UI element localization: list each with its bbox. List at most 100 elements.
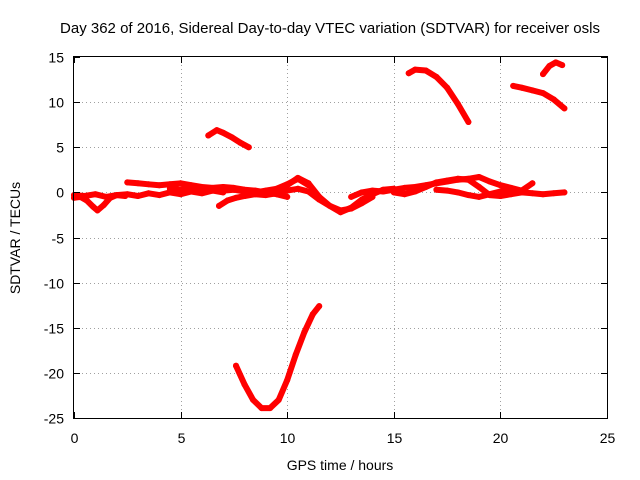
data-point xyxy=(284,193,291,200)
x-tick-label: 20 xyxy=(493,430,509,446)
data-point xyxy=(476,184,483,190)
data-point xyxy=(294,185,301,192)
data-point xyxy=(220,187,227,194)
y-tick-label: -10 xyxy=(44,276,64,292)
data-point xyxy=(550,96,557,103)
data-point xyxy=(518,84,525,91)
series-arc-evening xyxy=(433,186,568,200)
data-point xyxy=(230,186,237,193)
data-point xyxy=(177,186,184,193)
data-point xyxy=(198,186,205,193)
data-point xyxy=(258,405,265,412)
data-point xyxy=(224,197,231,204)
data-point xyxy=(294,174,301,181)
data-point xyxy=(316,303,323,310)
series-line xyxy=(284,174,397,216)
ticks xyxy=(74,57,608,419)
data-point xyxy=(113,192,120,199)
data-point xyxy=(412,66,419,73)
data-point xyxy=(337,209,344,216)
data-point xyxy=(309,311,316,318)
data-point xyxy=(273,190,280,197)
data-point xyxy=(465,119,472,125)
data-point xyxy=(213,127,220,134)
y-tick-label: -25 xyxy=(44,411,64,427)
data-point xyxy=(216,202,222,209)
data-point xyxy=(156,182,163,189)
data-point xyxy=(209,185,216,192)
data-point xyxy=(433,186,440,193)
data-point xyxy=(552,59,559,66)
data-point xyxy=(444,84,451,91)
data-point xyxy=(90,203,97,210)
data-point xyxy=(135,180,141,187)
data-point xyxy=(405,70,412,77)
data-point xyxy=(518,189,525,196)
data-point xyxy=(250,396,257,403)
data-point xyxy=(135,193,141,199)
data-point xyxy=(267,405,274,412)
data-point xyxy=(252,191,259,198)
data-point xyxy=(465,192,472,199)
data-point xyxy=(145,190,152,197)
data-point xyxy=(124,191,131,198)
data-point xyxy=(510,82,517,89)
data-point xyxy=(433,73,440,80)
data-point xyxy=(284,187,291,194)
data-point xyxy=(292,351,299,358)
data-point xyxy=(81,193,88,199)
grid xyxy=(74,57,607,418)
data-point xyxy=(284,182,291,189)
data-point xyxy=(550,190,557,197)
data-point xyxy=(508,187,515,194)
y-tick-label: 10 xyxy=(48,95,64,111)
data-point xyxy=(166,181,173,188)
data-point xyxy=(241,193,248,199)
series-arc-plus13 xyxy=(405,66,472,125)
series-layer xyxy=(71,59,568,412)
data-point xyxy=(454,189,461,196)
data-point xyxy=(305,180,312,187)
data-point xyxy=(540,71,546,78)
x-tick-label: 25 xyxy=(600,430,616,446)
y-tick-label: -15 xyxy=(44,321,64,337)
data-point xyxy=(245,144,252,151)
data-point xyxy=(188,184,195,191)
chart-title: Day 362 of 2016, Sidereal Day-to-day VTE… xyxy=(60,20,600,37)
data-point xyxy=(476,193,483,200)
data-point xyxy=(326,202,333,209)
data-point xyxy=(444,177,451,184)
plot-frame xyxy=(73,56,608,419)
data-point xyxy=(166,185,173,192)
y-tick-label: -5 xyxy=(52,231,65,247)
data-point xyxy=(476,174,483,180)
data-point xyxy=(100,202,107,208)
series-arc-plus11 xyxy=(510,82,568,112)
data-point xyxy=(540,90,546,97)
data-point xyxy=(177,180,184,187)
y-tick-label: 0 xyxy=(56,185,64,201)
data-point xyxy=(92,191,99,198)
data-point xyxy=(486,178,493,185)
y-tick-label: -20 xyxy=(44,366,64,382)
data-point xyxy=(94,207,101,214)
data-point xyxy=(284,377,291,384)
x-tick-label: 10 xyxy=(280,430,296,446)
data-point xyxy=(205,132,212,139)
series-line xyxy=(205,127,252,151)
data-point xyxy=(233,194,239,201)
data-point xyxy=(390,189,397,196)
y-axis-label: SDTVAR / TECUs xyxy=(7,182,23,294)
data-point xyxy=(422,67,429,74)
data-point xyxy=(275,396,282,403)
data-point xyxy=(301,329,308,336)
data-point xyxy=(145,181,152,188)
data-point xyxy=(262,192,269,199)
series-line xyxy=(540,59,566,78)
data-point xyxy=(83,197,90,204)
data-point xyxy=(369,187,376,194)
data-point xyxy=(241,381,248,388)
data-point xyxy=(540,191,546,198)
data-point xyxy=(220,129,227,136)
